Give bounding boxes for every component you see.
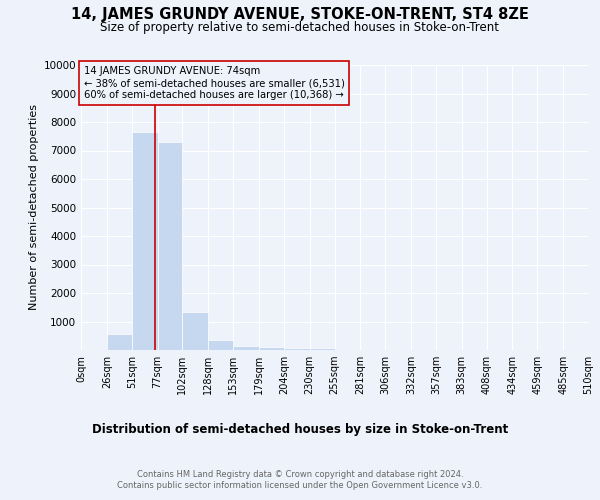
Bar <box>107 334 132 350</box>
Bar <box>310 348 335 350</box>
Bar <box>158 142 182 350</box>
Text: 14, JAMES GRUNDY AVENUE, STOKE-ON-TRENT, ST4 8ZE: 14, JAMES GRUNDY AVENUE, STOKE-ON-TRENT,… <box>71 8 529 22</box>
Text: Distribution of semi-detached houses by size in Stoke-on-Trent: Distribution of semi-detached houses by … <box>92 422 508 436</box>
Bar <box>233 346 259 350</box>
Bar <box>208 340 233 350</box>
Text: 14 JAMES GRUNDY AVENUE: 74sqm
← 38% of semi-detached houses are smaller (6,531)
: 14 JAMES GRUNDY AVENUE: 74sqm ← 38% of s… <box>83 66 344 100</box>
Text: Contains HM Land Registry data © Crown copyright and database right 2024.: Contains HM Land Registry data © Crown c… <box>137 470 463 479</box>
Bar <box>182 312 208 350</box>
Text: Contains public sector information licensed under the Open Government Licence v3: Contains public sector information licen… <box>118 481 482 490</box>
Bar <box>259 347 284 350</box>
Text: Size of property relative to semi-detached houses in Stoke-on-Trent: Size of property relative to semi-detach… <box>101 22 499 35</box>
Bar <box>284 348 310 350</box>
Bar <box>132 132 158 350</box>
Y-axis label: Number of semi-detached properties: Number of semi-detached properties <box>29 104 40 310</box>
